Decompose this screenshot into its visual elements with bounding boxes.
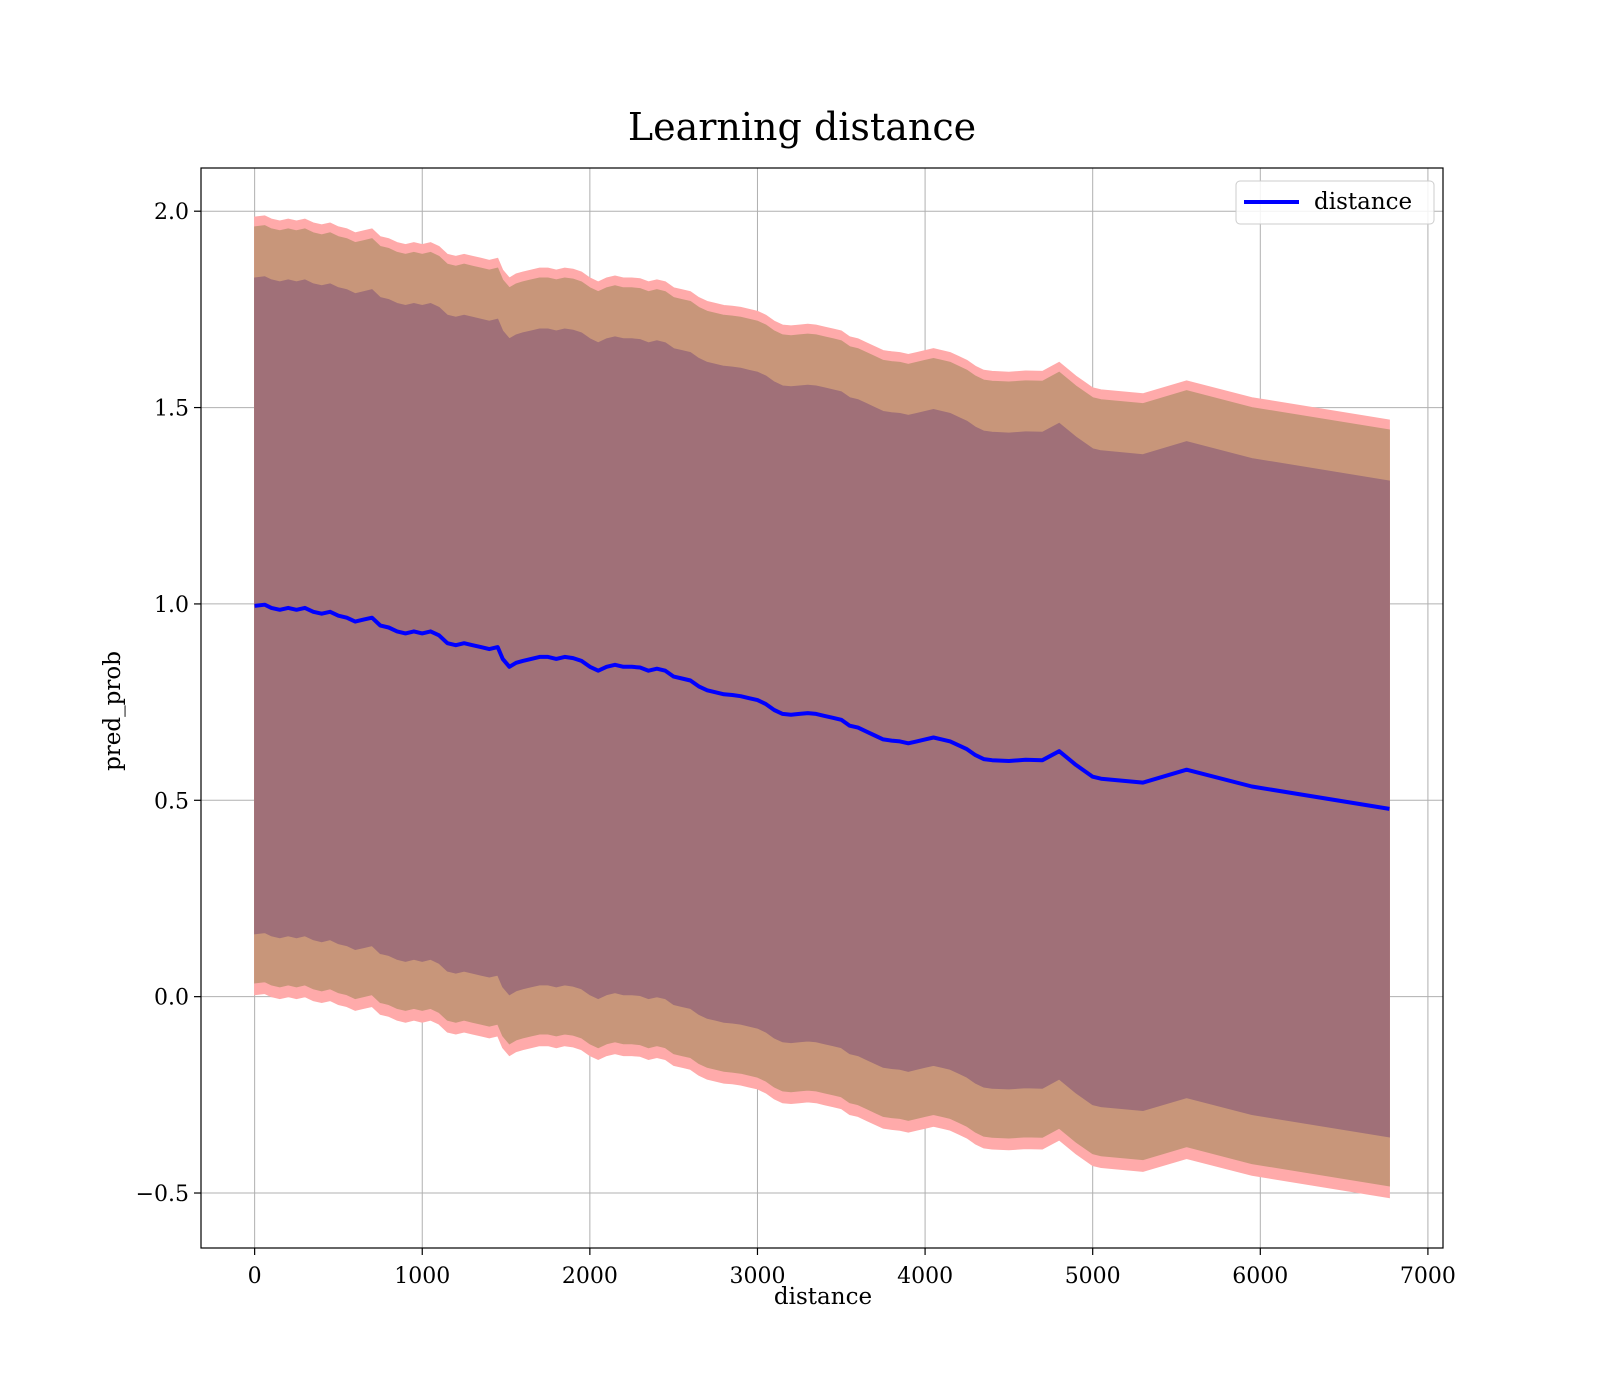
x-tick-label: 7000 — [1400, 1264, 1456, 1289]
chart-title: Learning distance — [628, 105, 976, 149]
x-tick-label: 4000 — [897, 1264, 953, 1289]
y-tick-label: 0.0 — [154, 986, 189, 1011]
y-tick-label: 1.0 — [154, 593, 189, 618]
plot-frame — [200, 167, 1444, 1249]
legend: distance — [1235, 180, 1435, 225]
x-tick-label: 2000 — [562, 1264, 618, 1289]
y-axis-ticks: −0.5 0.0 0.5 1.0 1.5 2.0 — [136, 200, 201, 1207]
y-tick-label: 1.5 — [154, 397, 189, 422]
legend-label-distance: distance — [1314, 189, 1412, 215]
legend-frame — [1235, 180, 1435, 225]
y-tick-label: −0.5 — [136, 1182, 189, 1207]
x-tick-label: 5000 — [1065, 1264, 1121, 1289]
x-tick-label: 3000 — [729, 1264, 785, 1289]
y-tick-label: 2.0 — [154, 200, 189, 225]
band-inner — [254, 276, 1390, 1138]
series-line-distance — [254, 602, 1390, 811]
x-tick-label: 0 — [248, 1264, 262, 1289]
y-axis-label: pred_prob — [100, 651, 126, 771]
x-axis-label: distance — [774, 1284, 872, 1310]
confidence-bands — [254, 215, 1390, 1199]
x-tick-label: 1000 — [394, 1264, 450, 1289]
x-tick-label: 6000 — [1232, 1264, 1288, 1289]
y-tick-label: 0.5 — [154, 789, 189, 814]
x-axis-ticks: 0 1000 2000 3000 4000 5000 6000 7000 — [248, 1248, 1456, 1289]
